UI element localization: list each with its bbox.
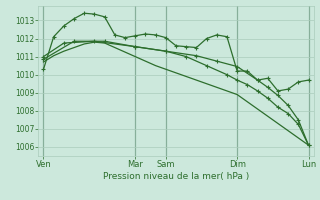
X-axis label: Pression niveau de la mer( hPa ): Pression niveau de la mer( hPa ) (103, 172, 249, 181)
